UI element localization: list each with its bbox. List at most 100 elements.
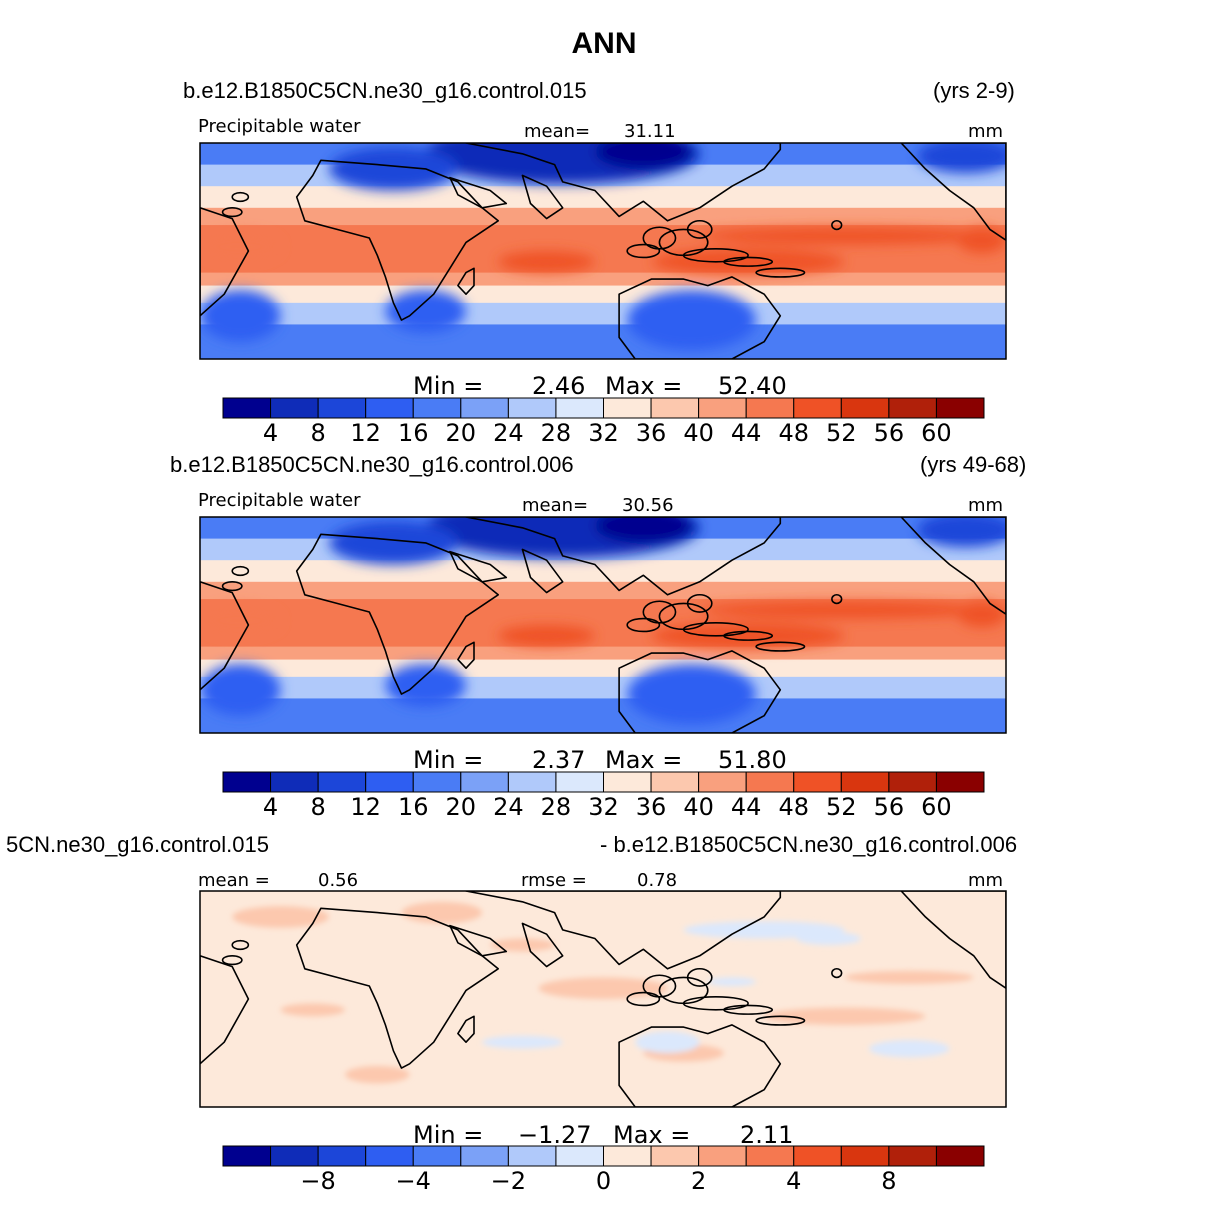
colorbar-swatch [840,771,890,793]
panel2-units: mm [968,495,1004,516]
island-6 [755,1015,806,1026]
field-blobs [200,143,1006,351]
island-3 [723,1004,774,1015]
negative-anomaly-1 [796,932,861,946]
colorbar-swatch [460,771,509,793]
colorbar-swatch [840,397,890,419]
precipitable-water-map-015 [200,143,1006,359]
colorbar-1 [222,397,985,419]
map-frame-1 [199,142,1007,360]
s-africa-dry [385,663,466,708]
coastline-australia [618,650,782,733]
colorbar-tick-label: 56 [873,793,905,821]
colorbar-swatch [460,397,509,419]
panel2-max-value: 51.80 [718,746,787,774]
map-frames [199,142,1007,1108]
panel3-mean-value: 0.56 [318,870,359,891]
indian-ocean-max [498,250,595,273]
colorbar-3 [222,1145,985,1167]
island-5 [626,243,661,259]
tibet-min [594,517,692,543]
colorbar-swatch [460,1145,509,1167]
colorbar-tick-label: 24 [493,793,524,821]
colorbar-swatch [603,771,652,793]
colorbar-swatch [222,397,272,419]
colorbar-swatch [650,771,700,793]
panel2-years: (yrs 49-68) [920,452,1027,477]
colorbar-tick-label: 8 [310,793,326,821]
colorbar-swatch [650,397,700,419]
negative-anomaly-4 [482,1035,563,1049]
colorbar-swatch [507,1145,557,1167]
precipitable-water-map-006 [200,517,1006,733]
s-africa-dry [385,289,466,334]
coastline-madagascar [457,267,475,295]
colorbar-tick-label: 4 [786,1167,802,1195]
island-2 [682,622,749,637]
s-america-dry [200,289,281,342]
colorbar-tick-label: 20 [445,793,477,821]
panel2-case-name: b.e12.B1850C5CN.ne30_g16.control.006 [170,452,574,477]
island-2 [682,248,749,263]
colorbar-tick-label: 52 [826,793,857,821]
colorbar-swatch [270,397,319,419]
positive-anomaly-5 [280,1003,346,1017]
lat-band-8 [200,324,1006,359]
colorbar-swatch [935,771,985,793]
coastline-americas [900,143,1006,241]
island-8 [231,191,250,203]
e-pacific-max [957,227,1006,254]
colorbar-tick-label: 12 [350,793,381,821]
itcz-pacific [699,601,990,619]
island-7 [831,593,843,605]
coastline-africa [295,159,499,321]
panel3-mean-label: mean = [198,870,270,891]
panel2-max-label: Max = [605,746,683,774]
warm-pool [651,248,845,275]
colorbar-swatch [935,1145,985,1167]
island-9 [221,206,243,218]
island-6 [755,267,806,278]
s-america-dry [200,663,281,716]
panel1-mean-label: mean= [524,121,591,142]
colorbar-swatch [412,771,462,793]
lat-band-7 [200,302,1006,326]
colorbar-swatch [507,771,557,793]
positive-anomaly-6 [345,1065,410,1084]
colorbar-swatch [507,397,557,419]
coastline-samerica_w [200,955,250,1065]
colorbar-swatch [840,1145,890,1167]
colorbar-swatch [222,771,272,793]
colorbar-tick-label: 32 [588,793,619,821]
colorbars [222,397,985,1167]
panel1-units: mm [968,121,1004,142]
colorbar-tick-label: 4 [262,419,279,447]
positive-anomaly-2 [538,977,668,999]
panel1-mean-value: 31.11 [624,121,676,142]
colorbar-tick-label: 0 [595,1167,612,1195]
negative-anomaly-5 [707,977,757,987]
coastline-samerica_w [200,581,250,691]
coastline-arabia [449,176,508,209]
lat-band-2 [200,186,1006,209]
negative-anomaly-0 [683,921,845,939]
colorbar-swatch [603,1145,652,1167]
panel3-case-name-left: 5CN.ne30_g16.control.015 [6,832,269,857]
colorbar-tick-label: 48 [778,793,810,821]
coastlines [200,517,1006,733]
colorbar-swatch [412,397,462,419]
colorbar-tick-label: 36 [635,419,667,447]
panel3-units: mm [968,870,1004,891]
island-7 [831,219,843,231]
coastline-africa [295,907,499,1069]
colorbar-tick-label: 8 [310,419,326,447]
lat-band-5 [200,646,1006,661]
coastlines [200,143,1006,359]
coastline-africa [295,533,499,695]
panel1-case-name: b.e12.B1850C5CN.ne30_g16.control.015 [183,78,587,103]
island-4 [686,593,713,613]
lat-band-8 [200,698,1006,733]
colorbar-tick-label: 44 [730,419,762,447]
panel2-variable: Precipitable water [198,490,361,511]
